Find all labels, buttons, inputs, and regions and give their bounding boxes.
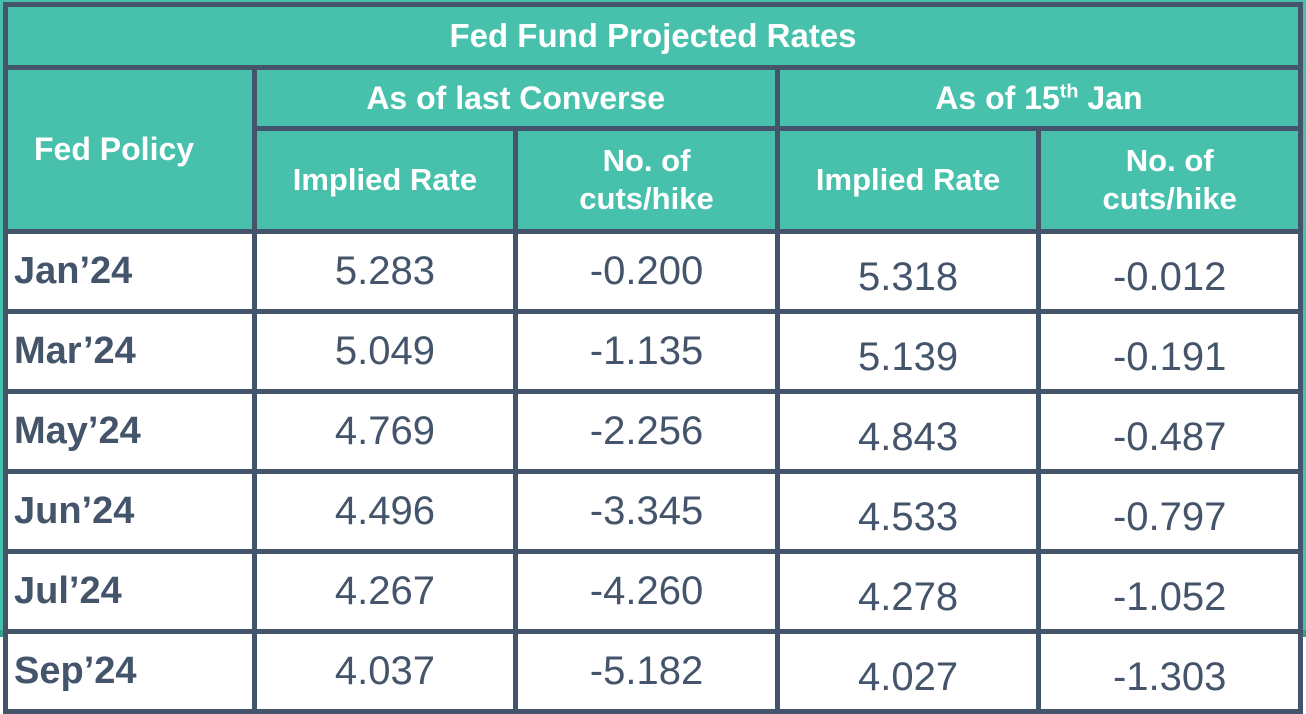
header-converse-implied-rate: Implied Rate	[251, 126, 519, 234]
title-row: Fed Fund Projected Rates	[3, 2, 1303, 70]
converse-cuts-cell: -0.200	[513, 229, 780, 314]
jan15-cuts-cell: -0.191	[1036, 309, 1303, 394]
table-row: Jun’24 4.496 -3.345 4.533 -0.797	[3, 469, 1303, 554]
converse-cuts-cell: -5.182	[513, 629, 780, 714]
converse-cuts-cell: -2.256	[513, 389, 780, 474]
fed-fund-projected-rates-table: Fed Fund Projected Rates Fed Policy As o…	[3, 2, 1304, 714]
policy-cell: Jun’24	[3, 469, 257, 554]
header-group-15-jan-ordinal: th	[1059, 79, 1079, 102]
converse-implied-cell: 5.283	[251, 229, 519, 314]
header-jan15-implied-rate: Implied Rate	[774, 126, 1042, 234]
jan15-implied-cell: 4.278	[774, 549, 1042, 634]
table-row: Mar’24 5.049 -1.135 5.139 -0.191	[3, 309, 1303, 394]
converse-cuts-cell: -1.135	[513, 309, 780, 394]
jan15-cuts-cell: -1.052	[1036, 549, 1303, 634]
table-title: Fed Fund Projected Rates	[3, 2, 1303, 70]
table-row: May’24 4.769 -2.256 4.843 -0.487	[3, 389, 1303, 474]
header-converse-cuts-hike: No. of cuts/hike	[513, 126, 780, 234]
jan15-implied-cell: 4.843	[774, 389, 1042, 474]
converse-implied-cell: 4.267	[251, 549, 519, 634]
policy-cell: Mar’24	[3, 309, 257, 394]
sub-header-row: Implied Rate No. of cuts/hike Implied Ra…	[6, 126, 1303, 234]
header-group-15-jan: As of 15th Jan	[774, 65, 1304, 131]
jan15-cuts-cell: -1.303	[1036, 629, 1303, 714]
policy-cell: Jul’24	[3, 549, 257, 634]
converse-cuts-cell: -4.260	[513, 549, 780, 634]
policy-cell: Sep’24	[3, 629, 257, 714]
table-row: Sep’24 4.037 -5.182 4.027 -1.303	[3, 629, 1303, 714]
converse-implied-cell: 4.496	[251, 469, 519, 554]
header-group-15-jan-prefix: As of 15	[935, 79, 1060, 116]
header-group-last-converse: As of last Converse	[251, 65, 780, 131]
converse-implied-cell: 4.037	[251, 629, 519, 714]
policy-cell: May’24	[3, 389, 257, 474]
jan15-implied-cell: 4.027	[774, 629, 1042, 714]
header-fed-policy: Fed Policy	[3, 65, 257, 234]
jan15-cuts-cell: -0.487	[1036, 389, 1303, 474]
converse-implied-cell: 5.049	[251, 309, 519, 394]
header-jan15-cuts-hike: No. of cuts/hike	[1036, 126, 1303, 234]
jan15-cuts-cell: -0.012	[1036, 229, 1303, 314]
policy-cell: Jan’24	[3, 229, 257, 314]
converse-implied-cell: 4.769	[251, 389, 519, 474]
jan15-implied-cell: 5.139	[774, 309, 1042, 394]
jan15-implied-cell: 4.533	[774, 469, 1042, 554]
group-header-row: Fed Policy As of last Converse As of 15t…	[3, 65, 1304, 234]
header-group-15-jan-suffix: Jan	[1078, 79, 1143, 116]
table-row: Jan’24 5.283 -0.200 5.318 -0.012	[3, 229, 1303, 314]
jan15-implied-cell: 5.318	[774, 229, 1042, 314]
jan15-cuts-cell: -0.797	[1036, 469, 1303, 554]
converse-cuts-cell: -3.345	[513, 469, 780, 554]
table-row: Jul’24 4.267 -4.260 4.278 -1.052	[3, 549, 1303, 634]
